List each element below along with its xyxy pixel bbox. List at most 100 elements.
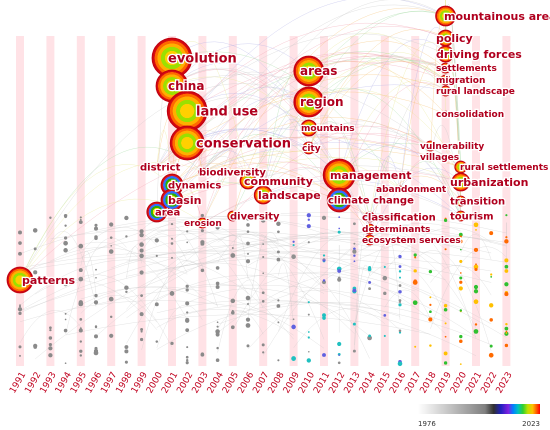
minor-node	[413, 253, 417, 257]
keyword-node	[440, 85, 452, 97]
link-curve	[293, 308, 385, 348]
minor-node	[353, 254, 356, 257]
minor-node	[200, 229, 204, 233]
minor-node	[429, 237, 432, 240]
minor-node	[94, 223, 98, 227]
minor-node	[93, 348, 99, 354]
link-curve	[247, 256, 370, 359]
minor-node	[63, 281, 68, 287]
link-curve	[339, 142, 461, 176]
minor-node	[200, 241, 205, 246]
keyword-label: city	[302, 144, 321, 154]
link-curve	[399, 161, 462, 217]
link-curve	[217, 302, 446, 325]
keyword-node	[293, 55, 325, 87]
link-curve	[19, 259, 188, 306]
minor-node	[171, 237, 173, 240]
keyword-node	[451, 172, 471, 192]
link-curve	[171, 161, 340, 201]
minor-node	[215, 358, 220, 362]
minor-node	[306, 224, 311, 229]
year-band	[502, 36, 511, 366]
minor-node	[337, 230, 341, 234]
minor-node	[352, 288, 357, 293]
minor-node	[32, 228, 38, 233]
minor-node	[216, 325, 219, 328]
year-band	[46, 36, 55, 366]
minor-node	[247, 252, 249, 255]
minor-node	[48, 346, 53, 351]
link-curve	[141, 229, 249, 295]
minor-node	[125, 235, 128, 238]
keyword-label: urbanization	[450, 176, 528, 189]
minor-node	[383, 291, 387, 296]
minor-node	[444, 322, 447, 325]
minor-node	[94, 236, 98, 241]
link-curve	[232, 11, 446, 217]
keyword-label: diversity	[230, 212, 280, 223]
keyword-label: area	[155, 208, 180, 219]
minor-node	[505, 330, 508, 333]
minor-node	[459, 334, 463, 339]
link-curve	[126, 234, 294, 310]
minor-node	[367, 335, 372, 341]
minor-node	[124, 285, 129, 290]
keyword-label: migration	[436, 76, 485, 86]
keyword-label: patterns	[22, 274, 76, 287]
minor-node	[505, 214, 508, 217]
link-curve	[232, 234, 249, 280]
link-curve	[141, 220, 218, 307]
minor-node	[473, 299, 479, 305]
minor-node	[276, 257, 281, 262]
minor-node	[429, 303, 432, 307]
keyword-node	[455, 210, 467, 222]
minor-node	[338, 227, 341, 230]
legend-gradient-bar	[418, 404, 540, 414]
link-curve	[19, 136, 431, 281]
minor-node	[352, 249, 357, 254]
minor-node	[93, 300, 99, 305]
minor-node	[63, 240, 68, 246]
minor-node	[473, 284, 479, 290]
minor-node	[382, 275, 388, 281]
minor-node	[139, 337, 144, 342]
minor-node	[291, 324, 296, 330]
keyword-label: region	[300, 95, 344, 109]
link-curve	[156, 299, 477, 356]
minor-node	[505, 322, 508, 326]
minor-node	[186, 346, 189, 349]
link-curve	[19, 161, 203, 281]
link-curve	[171, 51, 401, 190]
link-curve	[217, 310, 264, 335]
minor-node	[475, 263, 477, 266]
minor-node	[475, 228, 477, 231]
link-curve	[187, 22, 446, 112]
minor-node	[398, 303, 402, 307]
link-curve	[202, 162, 370, 230]
link-curve	[354, 264, 370, 350]
link-curve	[263, 179, 461, 217]
minor-node	[322, 353, 326, 357]
minor-node	[78, 268, 83, 273]
minor-node	[154, 302, 159, 307]
keyword-node	[160, 188, 184, 212]
minor-node	[383, 265, 386, 268]
minor-node	[276, 304, 281, 308]
keyword-label: china	[168, 79, 204, 93]
keyword-label: transition	[450, 197, 505, 208]
link-curve	[308, 88, 462, 168]
minor-node	[49, 328, 52, 332]
minor-node	[78, 300, 83, 305]
minor-node	[353, 260, 356, 263]
co-occurrence-links	[19, 0, 507, 360]
minor-node	[459, 280, 463, 284]
minor-node	[459, 363, 462, 365]
minor-node	[262, 351, 265, 354]
link-curve	[50, 247, 203, 298]
link-curve	[338, 141, 462, 217]
minor-node	[95, 276, 97, 279]
minor-node	[383, 314, 387, 317]
minor-node	[322, 316, 326, 320]
minor-node	[459, 276, 463, 280]
minor-node	[200, 352, 204, 356]
